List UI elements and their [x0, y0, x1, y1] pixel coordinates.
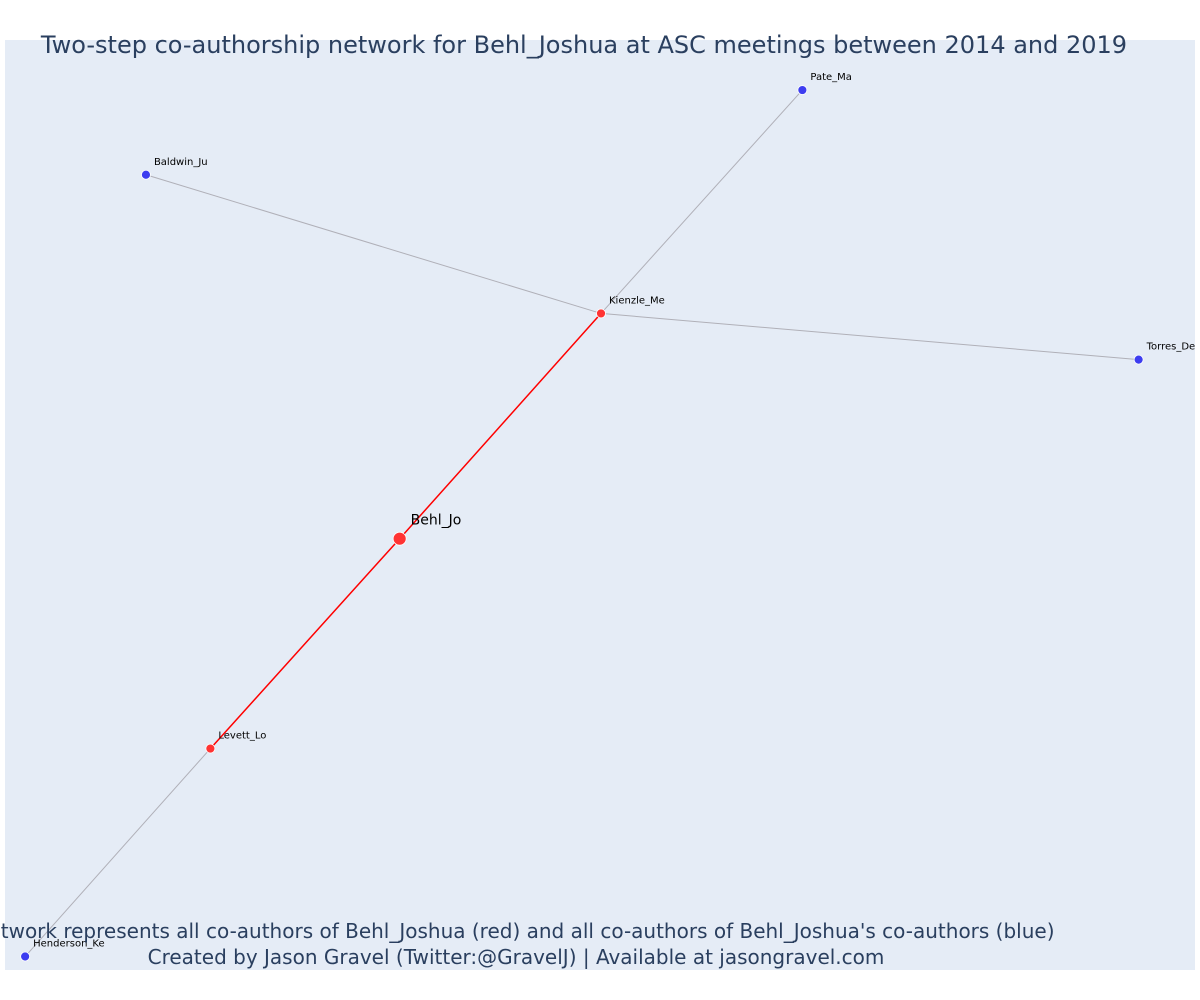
caption-line-1: Network represents all co-authors of Beh… [0, 919, 1055, 943]
caption-line-2: Created by Jason Gravel (Twitter:@Gravel… [148, 945, 885, 969]
node-label-baldwin: Baldwin_Ju [154, 157, 208, 168]
edges-layer [24, 89, 1139, 957]
node-baldwin[interactable] [141, 169, 151, 180]
edge-behl-kienzle [399, 312, 602, 540]
node-label-levett: Levett_Lo [218, 731, 266, 742]
nodes-layer [20, 85, 1144, 962]
edge-levett-henderson [24, 748, 211, 957]
node-label-behl: Behl_Jo [411, 513, 462, 529]
node-label-pate: Pate_Ma [810, 72, 852, 83]
node-behl[interactable] [392, 531, 407, 546]
edge-kienzle-pate [600, 89, 803, 314]
edge-kienzle-torres [600, 312, 1139, 361]
plot-background [5, 40, 1195, 970]
node-torres[interactable] [1133, 354, 1144, 365]
node-henderson[interactable] [20, 951, 31, 962]
edge-kienzle-baldwin [145, 174, 602, 314]
labels-layer: Behl_Jo Kienzle_Me Levett_Lo Pate_Ma Baldwin… [33, 72, 1195, 949]
node-label-kienzle: Kienzle_Me [609, 295, 665, 306]
node-label-torres: Torres_De [1146, 342, 1196, 353]
node-pate[interactable] [797, 85, 808, 95]
node-levett[interactable] [205, 743, 216, 754]
edge-behl-levett [209, 538, 401, 750]
node-kienzle[interactable] [596, 308, 606, 319]
chart-title: Two-step co-authorship network for Behl_… [40, 31, 1127, 59]
node-label-henderson: Henderson_Ke [33, 939, 105, 950]
